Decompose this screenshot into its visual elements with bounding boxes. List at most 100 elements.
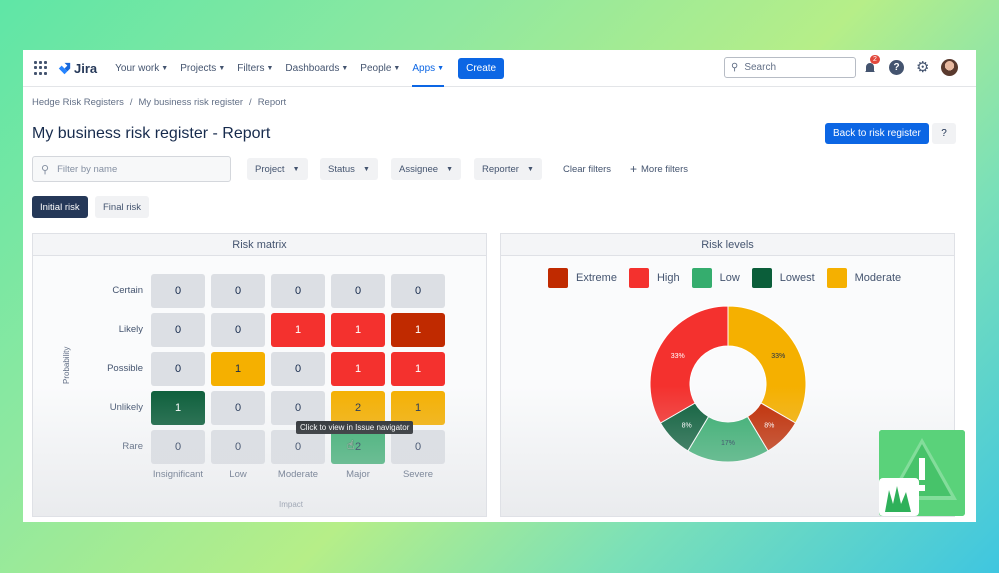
donut-slice-label: 17%: [721, 440, 735, 447]
jira-window: Jira Your work ▼ Projects ▼ Filters ▼ Dashb…: [23, 50, 976, 522]
breadcrumb: Hedge Risk Registers / My business risk …: [32, 97, 286, 108]
project-filter[interactable]: Project ▼: [247, 158, 308, 180]
back-to-risk-register-button[interactable]: Back to risk register: [825, 123, 929, 144]
reporter-filter[interactable]: Reporter ▼: [474, 158, 542, 180]
matrix-cell[interactable]: 1: [391, 352, 445, 386]
create-button[interactable]: Create: [458, 57, 505, 79]
matrix-col-label: Severe: [402, 469, 434, 480]
plus-icon: +: [630, 162, 638, 176]
page-help-button[interactable]: ?: [932, 123, 956, 144]
matrix-cell[interactable]: 0: [271, 274, 325, 308]
legend-item[interactable]: Lowest: [751, 268, 815, 288]
legend-swatch: [826, 268, 847, 288]
final-risk-tab[interactable]: Final risk: [95, 196, 150, 218]
matrix-cell[interactable]: 1: [331, 352, 385, 386]
tooltip: Click to view in Issue navigator: [296, 421, 414, 434]
nav-dashboards[interactable]: Dashboards ▼: [285, 50, 348, 87]
matrix-cell[interactable]: 0: [151, 274, 205, 308]
breadcrumb-item-report[interactable]: Report: [257, 97, 287, 108]
matrix-cell[interactable]: 1: [151, 391, 205, 425]
nav-projects-label: Projects: [180, 62, 217, 74]
matrix-cell[interactable]: 0: [151, 313, 205, 347]
matrix-row-label: Unlikely: [109, 402, 143, 413]
filter-by-name-input[interactable]: ⚲ Filter by name: [32, 156, 231, 182]
status-filter[interactable]: Status ▼: [320, 158, 378, 180]
donut-slice-moderate[interactable]: [727, 305, 807, 424]
breadcrumb-separator: /: [129, 97, 133, 108]
matrix-cell[interactable]: 1: [391, 313, 445, 347]
assignee-filter-label: Assignee: [399, 163, 439, 175]
breadcrumb-separator: /: [249, 97, 252, 108]
notifications-icon[interactable]: 2: [863, 54, 880, 75]
donut-slice-high[interactable]: [649, 305, 729, 424]
more-filters-button[interactable]: + More filters: [630, 158, 688, 180]
matrix-cell[interactable]: 2: [331, 391, 385, 425]
matrix-cell[interactable]: 0: [211, 430, 265, 464]
chevron-down-icon: ▼: [526, 165, 534, 173]
donut-slice-label: 33%: [671, 353, 685, 360]
legend-item[interactable]: High: [628, 268, 680, 288]
matrix-cell[interactable]: 0: [151, 352, 205, 386]
search-placeholder: Search: [744, 62, 777, 73]
matrix-cell[interactable]: 1: [271, 313, 325, 347]
nav-people[interactable]: People ▼: [360, 50, 400, 87]
search-icon: ⚲: [731, 62, 739, 73]
matrix-row-label: Rare: [122, 441, 143, 452]
chevron-down-icon: ▼: [292, 165, 300, 173]
donut-slice-label: 8%: [682, 423, 692, 430]
matrix-cell[interactable]: 1: [331, 313, 385, 347]
chevron-down-icon: ▼: [393, 64, 401, 72]
matrix-cell[interactable]: 0: [211, 274, 265, 308]
nav-your-work[interactable]: Your work ▼: [115, 50, 168, 87]
matrix-cell[interactable]: 0: [331, 274, 385, 308]
legend-label: Lowest: [779, 272, 815, 284]
top-right-actions: 2 ? ⚙: [863, 54, 959, 76]
chevron-down-icon: ▼: [362, 165, 370, 173]
risk-matrix-panel: Risk matrix Certain 0 0 0 0 0 Likely 0 0 1 1 1 Possi…: [32, 233, 487, 517]
matrix-cell[interactable]: 0: [391, 430, 445, 464]
nav-apps[interactable]: Apps ▼: [412, 50, 444, 87]
search-input[interactable]: ⚲ Search: [724, 57, 856, 78]
legend-swatch: [628, 268, 649, 288]
clear-filters-button[interactable]: Clear filters: [563, 163, 612, 175]
assignee-filter[interactable]: Assignee ▼: [391, 158, 462, 180]
risk-levels-legend: Extreme High Low Lowest Moderate: [548, 268, 913, 288]
probability-axis-label: Probability: [62, 346, 71, 384]
matrix-cell[interactable]: 0: [271, 352, 325, 386]
nav-filters[interactable]: Filters ▼: [237, 50, 273, 87]
jira-logo-icon: [58, 62, 71, 74]
chevron-down-icon: ▼: [341, 64, 349, 72]
matrix-cell[interactable]: 1: [391, 391, 445, 425]
matrix-cell[interactable]: 0: [211, 313, 265, 347]
matrix-cell[interactable]: 0: [391, 274, 445, 308]
gear-icon[interactable]: ⚙: [916, 59, 930, 76]
matrix-row-label: Possible: [107, 363, 143, 374]
legend-item[interactable]: Extreme: [548, 268, 617, 288]
nav-projects[interactable]: Projects ▼: [180, 50, 225, 87]
matrix-cell[interactable]: 0: [151, 430, 205, 464]
breadcrumb-item-register[interactable]: My business risk register: [138, 97, 244, 108]
matrix-cell[interactable]: 2: [331, 430, 385, 464]
breadcrumb-item-hedge[interactable]: Hedge Risk Registers: [32, 97, 124, 108]
app-switcher-icon[interactable]: [34, 61, 48, 75]
avatar[interactable]: [941, 59, 959, 76]
legend-swatch: [691, 268, 712, 288]
nav-people-label: People: [360, 62, 392, 74]
matrix-cell[interactable]: 0: [271, 430, 325, 464]
legend-item[interactable]: Moderate: [826, 268, 901, 288]
top-navigation: Jira Your work ▼ Projects ▼ Filters ▼ Dashb…: [23, 50, 976, 87]
initial-risk-tab[interactable]: Initial risk: [32, 196, 88, 218]
jira-logo-text: Jira: [74, 60, 98, 76]
status-filter-label: Status: [328, 163, 355, 175]
matrix-cell[interactable]: 1: [211, 352, 265, 386]
jira-logo[interactable]: Jira: [58, 61, 97, 76]
bell-icon: [865, 62, 875, 73]
nav-dashboards-label: Dashboards: [285, 62, 340, 74]
matrix-cell[interactable]: 0: [211, 391, 265, 425]
matrix-cell[interactable]: 0: [271, 391, 325, 425]
matrix-row-label: Likely: [118, 324, 143, 335]
help-icon[interactable]: ?: [889, 60, 904, 75]
legend-item[interactable]: Low: [691, 268, 740, 288]
donut-slice-label: 8%: [764, 423, 774, 430]
chevron-down-icon: ▼: [446, 165, 454, 173]
